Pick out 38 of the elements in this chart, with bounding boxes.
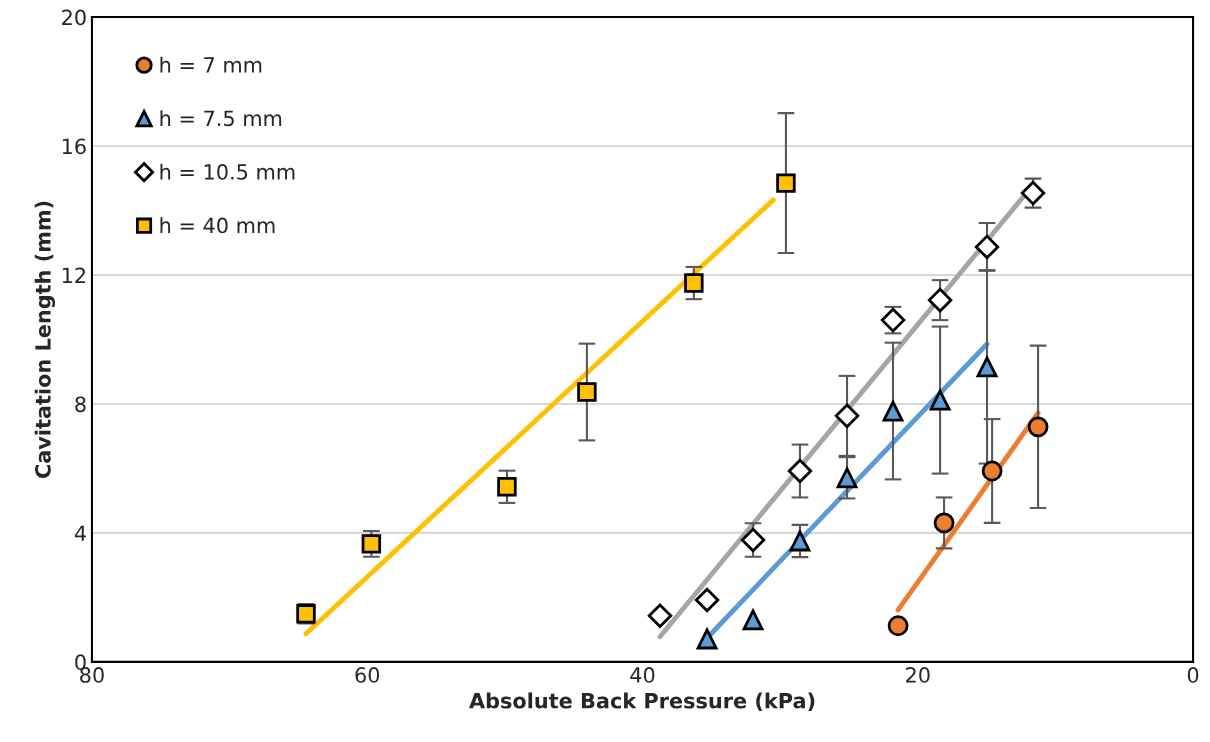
point bbox=[1027, 416, 1049, 438]
point bbox=[694, 587, 720, 613]
point bbox=[834, 403, 860, 429]
point bbox=[974, 234, 1000, 260]
point bbox=[577, 382, 597, 402]
x-tick-label: 20 bbox=[906, 667, 930, 683]
point bbox=[789, 530, 811, 552]
point bbox=[787, 458, 813, 484]
point bbox=[695, 626, 719, 650]
point bbox=[740, 527, 766, 553]
y-tick-label: 12 bbox=[62, 267, 86, 283]
y-tick-label: 16 bbox=[62, 138, 86, 155]
point bbox=[981, 460, 1003, 482]
y-tick-label: 20 bbox=[62, 9, 86, 26]
legend-label: h = 40 mm bbox=[160, 217, 275, 234]
point bbox=[933, 512, 955, 534]
x-axis-title: Absolute Back Pressure (kPa) bbox=[469, 692, 815, 712]
point bbox=[836, 467, 858, 489]
point bbox=[927, 287, 953, 313]
x-tick-label: 0 bbox=[1187, 667, 1199, 683]
point bbox=[887, 615, 909, 637]
point bbox=[684, 273, 704, 293]
point bbox=[776, 173, 796, 193]
legend-label: h = 7 mm bbox=[160, 56, 262, 73]
point bbox=[929, 389, 951, 411]
x-tick-label: 40 bbox=[630, 667, 655, 683]
x-tick-label: 60 bbox=[355, 667, 380, 683]
point bbox=[497, 477, 517, 497]
point bbox=[361, 534, 382, 554]
y-tick-label: 4 bbox=[74, 525, 86, 541]
point bbox=[647, 603, 673, 628]
point bbox=[976, 356, 998, 378]
point bbox=[882, 400, 904, 422]
legend-label: h = 7.5 mm bbox=[160, 110, 282, 127]
legend-label: h = 10.5 mm bbox=[160, 163, 295, 180]
y-tick-label: 8 bbox=[75, 396, 86, 413]
point bbox=[742, 609, 764, 631]
y-axis-title: Cavitation Length (mm) bbox=[34, 201, 56, 479]
